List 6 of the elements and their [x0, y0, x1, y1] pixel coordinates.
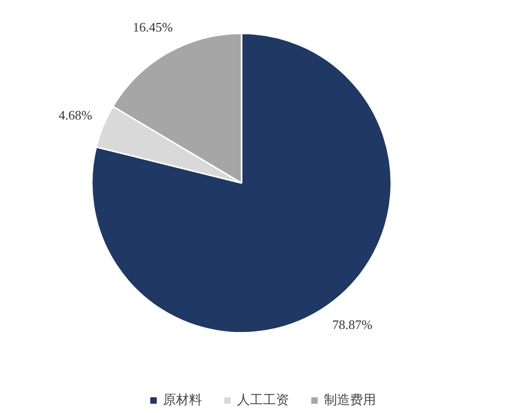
data-label: 16.45%	[132, 19, 173, 34]
legend-label: 制造费用	[324, 392, 376, 409]
legend-label: 原材料	[163, 392, 202, 409]
legend-label: 人工工资	[237, 392, 289, 409]
data-label: 4.68%	[58, 107, 92, 122]
data-label: 78.87%	[332, 316, 372, 332]
